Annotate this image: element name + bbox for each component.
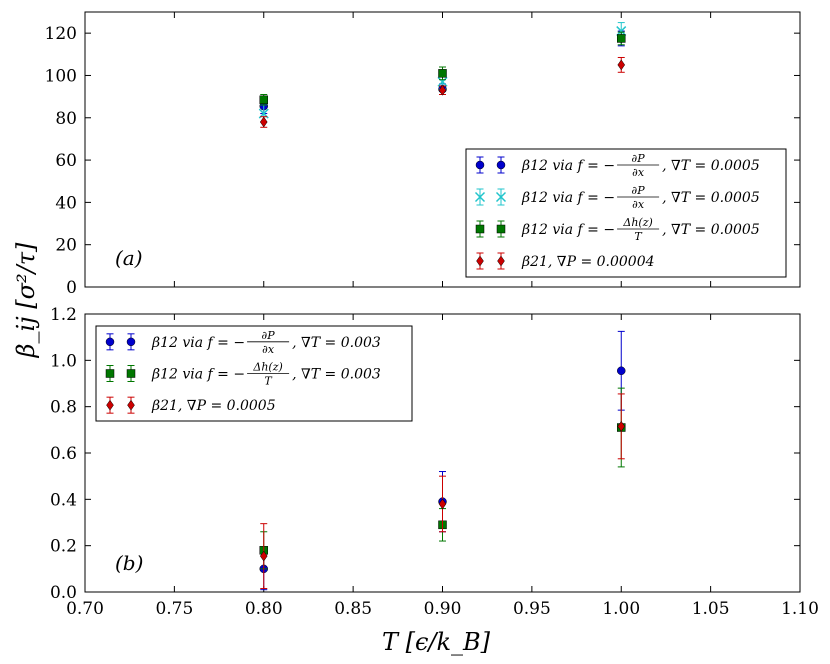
series-diamond [259, 393, 626, 590]
legend-marker [105, 337, 115, 347]
legend-entry: β12 via f = − Δh(z)T , ∇T = 0.0005 [475, 216, 760, 243]
legend-frac-denominator: ∂x [262, 343, 275, 356]
legend-frac-numerator: ∂P [632, 184, 646, 197]
data-point [617, 366, 626, 376]
x-tick-label: 1.00 [602, 599, 640, 619]
legend-label-suffix: , ∇T = 0.0005 [662, 190, 760, 206]
y-tick-label: 0.6 [50, 444, 77, 464]
legend-label-prefix: β12 via f = − [151, 335, 245, 351]
legend-frac-numerator: ∂P [632, 152, 646, 165]
legend-marker [474, 191, 486, 203]
legend-frac-denominator: ∂x [632, 198, 645, 211]
legend-box [465, 148, 787, 278]
legend-marker [475, 224, 485, 234]
legend-label-prefix: β12 via f = − [521, 190, 615, 206]
legend-label-suffix: , ∇T = 0.003 [292, 335, 381, 351]
data-point [438, 84, 447, 96]
legend-marker [475, 160, 485, 170]
legend-marker [127, 399, 135, 411]
legend-entry: β12 via f = − ∂P∂x , ∇T = 0.003 [105, 329, 381, 356]
legend-marker [126, 337, 136, 347]
legend-marker [495, 191, 507, 203]
data-point [617, 420, 626, 432]
legend-label-prefix: β12 via f = − [151, 367, 245, 383]
x-tick-label: 1.05 [692, 599, 730, 619]
x-axis-label: T [ϵ/k_B] [382, 628, 491, 656]
series-diamond [259, 56, 626, 128]
data-point [437, 76, 448, 87]
y-tick-label: 20 [55, 236, 77, 256]
y-tick-label: 120 [45, 24, 77, 44]
legend-frac-denominator: ∂x [632, 166, 645, 179]
y-axis-label: β_ij [σ²/τ] [12, 242, 40, 358]
legend-marker [497, 255, 505, 267]
legend-frac-denominator: T [264, 375, 273, 388]
data-point [617, 34, 626, 43]
panel-label: (a) [115, 246, 143, 270]
legend-entry: β12 via f = − ∂P∂x , ∇T = 0.0005 [474, 184, 760, 211]
legend-label-prefix: β12 via f = − [521, 158, 615, 174]
legend-frac-numerator: Δh(z) [252, 361, 282, 374]
x-tick-label: 0.90 [424, 599, 462, 619]
series-square [259, 31, 626, 106]
legend-label-suffix: , ∇T = 0.003 [292, 367, 381, 383]
y-tick-label: 100 [45, 66, 77, 86]
x-tick-label: 0.70 [66, 599, 104, 619]
y-tick-label: 0.0 [50, 583, 77, 603]
legend-label: β21, ∇P = 0.0005 [151, 398, 276, 414]
x-tick-label: 0.80 [245, 599, 283, 619]
data-point [616, 26, 627, 37]
legend-frac-denominator: T [634, 230, 643, 243]
legend-entry: β21, ∇P = 0.0005 [106, 396, 276, 414]
legend-marker [105, 369, 115, 378]
y-tick-label: 0.8 [50, 398, 77, 418]
data-point [259, 116, 268, 128]
y-tick-label: 1.0 [50, 351, 77, 371]
panel-label: (b) [115, 551, 143, 575]
legend-marker [476, 255, 484, 267]
x-tick-label: 0.85 [334, 599, 372, 619]
x-tick-label: 0.75 [155, 599, 193, 619]
legend-marker [106, 399, 114, 411]
legend-label-suffix: , ∇T = 0.0005 [662, 158, 760, 174]
legend-frac-numerator: ∂P [262, 329, 276, 342]
legend-marker [496, 160, 506, 170]
data-point [438, 498, 447, 510]
y-tick-label: 80 [55, 109, 77, 129]
data-point [438, 69, 447, 78]
y-tick-label: 60 [55, 151, 77, 171]
data-point [259, 550, 268, 562]
data-point [259, 95, 268, 105]
y-tick-label: 40 [55, 193, 77, 213]
y-tick-label: 1.2 [50, 305, 77, 325]
legend-label-prefix: β12 via f = − [521, 222, 615, 238]
legend-entry: β21, ∇P = 0.00004 [476, 252, 655, 270]
legend-entry: β12 via f = − Δh(z)T , ∇T = 0.003 [105, 361, 381, 388]
x-tick-label: 0.95 [513, 599, 551, 619]
y-tick-label: 0.4 [50, 490, 77, 510]
legend-label-suffix: , ∇T = 0.0005 [662, 222, 760, 238]
x-tick-label: 1.10 [781, 599, 819, 619]
y-tick-label: 0.2 [50, 537, 77, 557]
legend-label: β21, ∇P = 0.00004 [521, 254, 655, 270]
data-point [617, 59, 626, 71]
legend-entry: β12 via f = − ∂P∂x , ∇T = 0.0005 [475, 152, 760, 179]
legend-marker [496, 224, 506, 234]
panel-b: 0.70 0.75 0.80 0.85 0.90 0.95 1.00 1.05 1.10 0.0 0… [50, 305, 819, 619]
legend-marker [126, 369, 136, 378]
y-tick-label: 0 [66, 278, 77, 298]
legend-frac-numerator: Δh(z) [622, 216, 652, 229]
